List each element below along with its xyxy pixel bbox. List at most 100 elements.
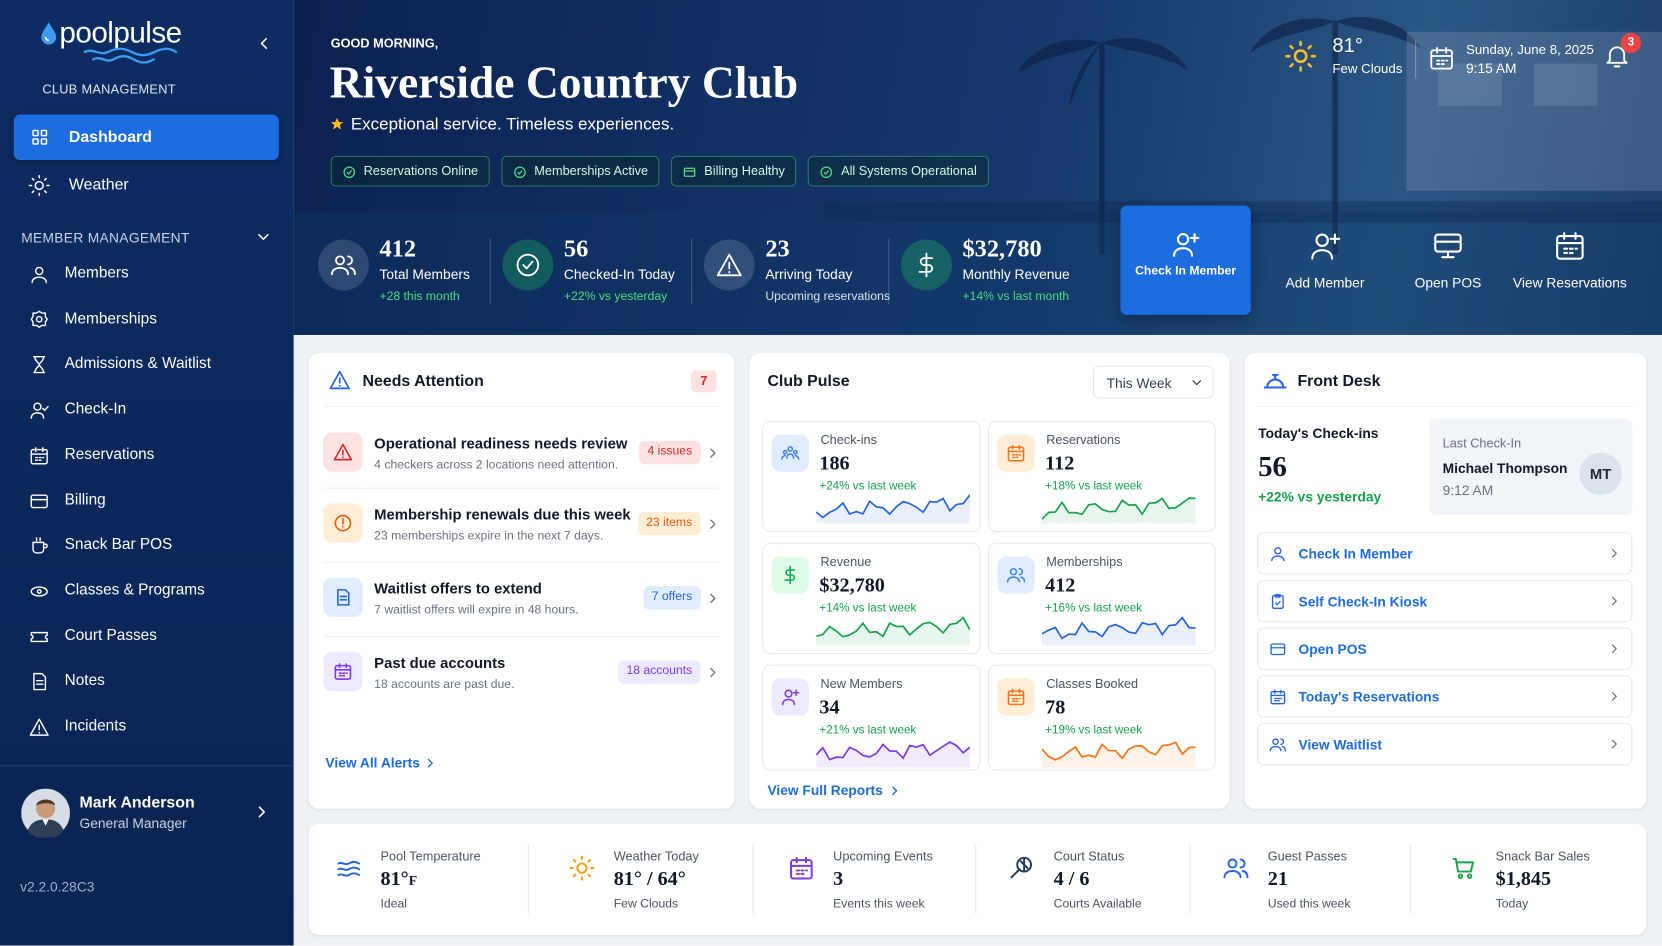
metric-icon [997,434,1035,472]
stat-note: +22% vs yesterday [563,290,668,304]
icon [1607,737,1622,752]
status-badge[interactable]: Memberships Active [501,155,660,187]
footer-value: 4 / 6 [1053,868,1090,891]
status-badge[interactable]: Reservations Online [330,155,490,187]
nav-label[interactable]: Weather [68,175,129,194]
badge-label: 18 accounts [626,664,693,678]
sparkline [1041,494,1196,524]
icon [333,661,353,681]
icon-shape [514,166,526,179]
action-label[interactable]: Open POS [1414,274,1482,291]
section-label[interactable]: MEMBER MANAGEMENT [21,230,190,246]
icon-shape [32,541,45,554]
icon-shape [35,315,43,323]
logo-waves [83,47,178,64]
metric-card: Reservations 112 +18% vs last week [987,420,1216,533]
sidebar: poolpulse CLUB MANAGEMENT Dashboard Weather… [0,0,294,946]
quick-link[interactable]: Self Check-In Kiosk [1257,579,1633,623]
icon-shape [790,859,813,880]
alert-item[interactable]: Membership renewals due this week 23 memb… [308,500,734,563]
icon-shape [30,631,48,642]
icon-shape [815,616,971,638]
icon-shape [784,689,793,698]
icon-shape [792,449,798,455]
icon [913,251,941,279]
icon-shape [684,167,696,177]
footer-note: Used this week [1267,897,1351,911]
alert-icon [323,651,363,692]
icon-shape [33,673,47,691]
quick-link[interactable]: Check In Member [1257,532,1633,575]
sparkline [1041,616,1196,646]
alert-item[interactable]: Past due accounts 18 accounts are past du… [308,649,734,708]
link[interactable]: View All Alerts [325,754,420,771]
icon-shape [1285,40,1317,72]
icon-shape [1606,46,1628,68]
nav-label[interactable]: Notes [64,672,105,690]
alert-badge: 18 accounts [617,660,701,684]
icon-shape [782,449,788,455]
metric-icon [997,556,1035,594]
nav-label[interactable]: Admissions & Waitlist [64,355,212,373]
icon-shape [347,255,356,276]
quick-link[interactable]: Open POS [1257,627,1633,670]
action-label[interactable]: View Reservations [1512,274,1627,291]
icon [887,783,902,798]
metric-change: +14% vs last week [819,602,917,615]
nav-label[interactable]: Court Passes [64,627,157,645]
icon [683,164,697,178]
star [330,117,345,132]
version: v2.2.0.28C3 [20,878,95,895]
icon-shape [30,493,48,508]
icon-shape [710,593,716,604]
status-badge[interactable]: Billing Healthy [671,155,797,187]
icon-shape [918,252,934,278]
icon-shape [1176,233,1190,246]
footer-label: Guest Passes [1267,849,1347,864]
icon-shape [1606,46,1628,64]
icon-shape [1099,42,1105,255]
nav-label[interactable]: Check-In [64,400,127,418]
icon [1431,229,1465,263]
nav-label[interactable]: Reservations [64,446,155,464]
icon-shape [1271,547,1285,562]
icon-shape [28,175,50,196]
notification-count[interactable]: 3 [1620,32,1641,53]
nav-label[interactable]: Billing [64,491,106,509]
icon-shape [30,586,48,597]
icon-shape [1285,40,1317,72]
quick-link[interactable]: Today's Reservations [1257,675,1633,718]
action-button[interactable]: Check In Member [1120,205,1251,315]
icon [1607,594,1622,609]
metric-change: +18% vs last week [1045,480,1143,493]
last-label: Last Check-In [1442,435,1522,451]
icon-shape [710,667,716,678]
action-label[interactable]: Add Member [1285,274,1365,291]
alert-title: Operational readiness needs review [374,434,628,452]
icon-shape [1016,38,1189,106]
alert-desc: 7 waitlist offers will expire in 48 hour… [374,604,579,617]
metric-card: Memberships 412 +16% vs last week [987,542,1216,655]
status-badge[interactable]: All Systems Operational [808,155,989,187]
icon-shape [30,406,49,419]
link[interactable]: View Full Reports [767,782,883,799]
nav-dashboard[interactable]: Dashboard [13,114,279,161]
stat-icon [502,239,554,291]
icon-shape [1010,857,1029,879]
nav-label[interactable]: Memberships [64,310,157,328]
nav-label[interactable]: Snack Bar POS [64,536,173,554]
nav-label[interactable]: Classes & Programs [64,581,205,599]
checkins-value: 56 [1258,450,1287,483]
range-select[interactable]: This Week [1092,365,1214,399]
nav-label[interactable]: Incidents [64,717,127,735]
quick-link[interactable]: View Waitlist [1257,722,1633,766]
alert-title: Waitlist offers to extend [374,579,542,597]
user-name[interactable]: Mark Anderson [79,793,195,812]
alert-badge: 23 items [637,511,701,536]
icon-shape [1611,596,1617,606]
icon [252,802,271,821]
alert-item[interactable]: Waitlist offers to extend 7 waitlist offe… [308,575,734,638]
alert-icon [323,503,363,543]
alert-item[interactable]: Operational readiness needs review 4 chec… [308,429,734,489]
nav-label[interactable]: Members [64,265,129,282]
